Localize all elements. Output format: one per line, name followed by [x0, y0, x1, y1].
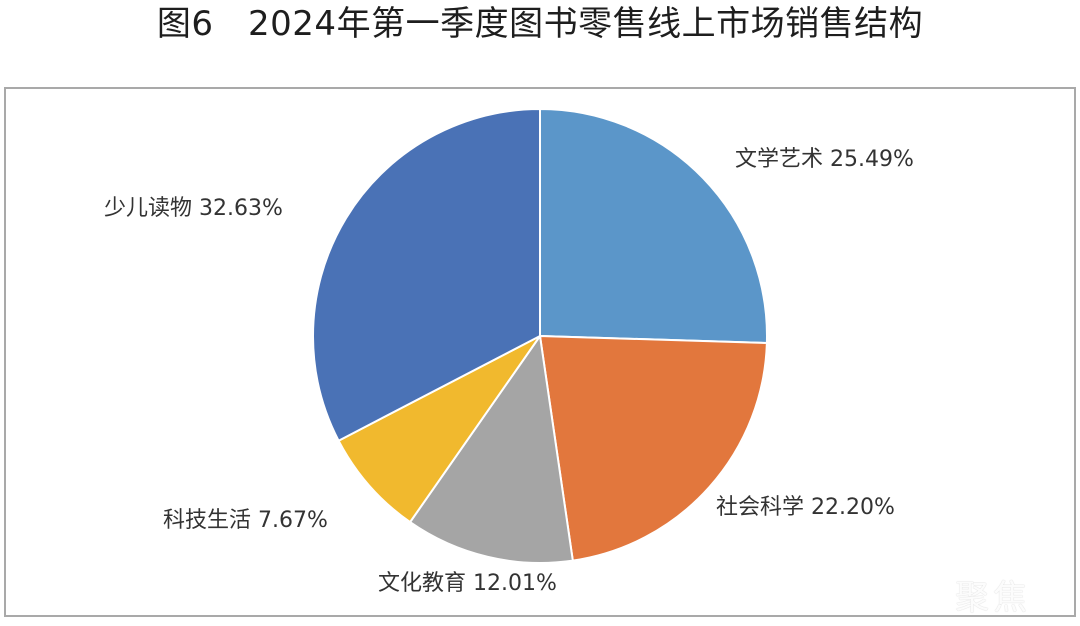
slice-culture-education — [409, 335, 574, 564]
label-literature-art: 文学艺术 25.49% — [735, 147, 914, 172]
chart-title: 图6 2024年第一季度图书零售线上市场销售结构 — [156, 4, 924, 44]
label-tech-life: 科技生活 7.67% — [163, 508, 328, 533]
slice-social-science — [539, 335, 768, 562]
label-social-science: 社会科学 22.20% — [716, 495, 895, 520]
slice-children-books — [312, 108, 541, 442]
label-children-books: 少儿读物 32.63% — [104, 196, 283, 221]
label-culture-education: 文化教育 12.01% — [378, 571, 557, 596]
watermark: 聚焦 — [955, 578, 1031, 618]
slice-tech-life — [337, 335, 541, 524]
slice-literature-art — [539, 108, 768, 344]
